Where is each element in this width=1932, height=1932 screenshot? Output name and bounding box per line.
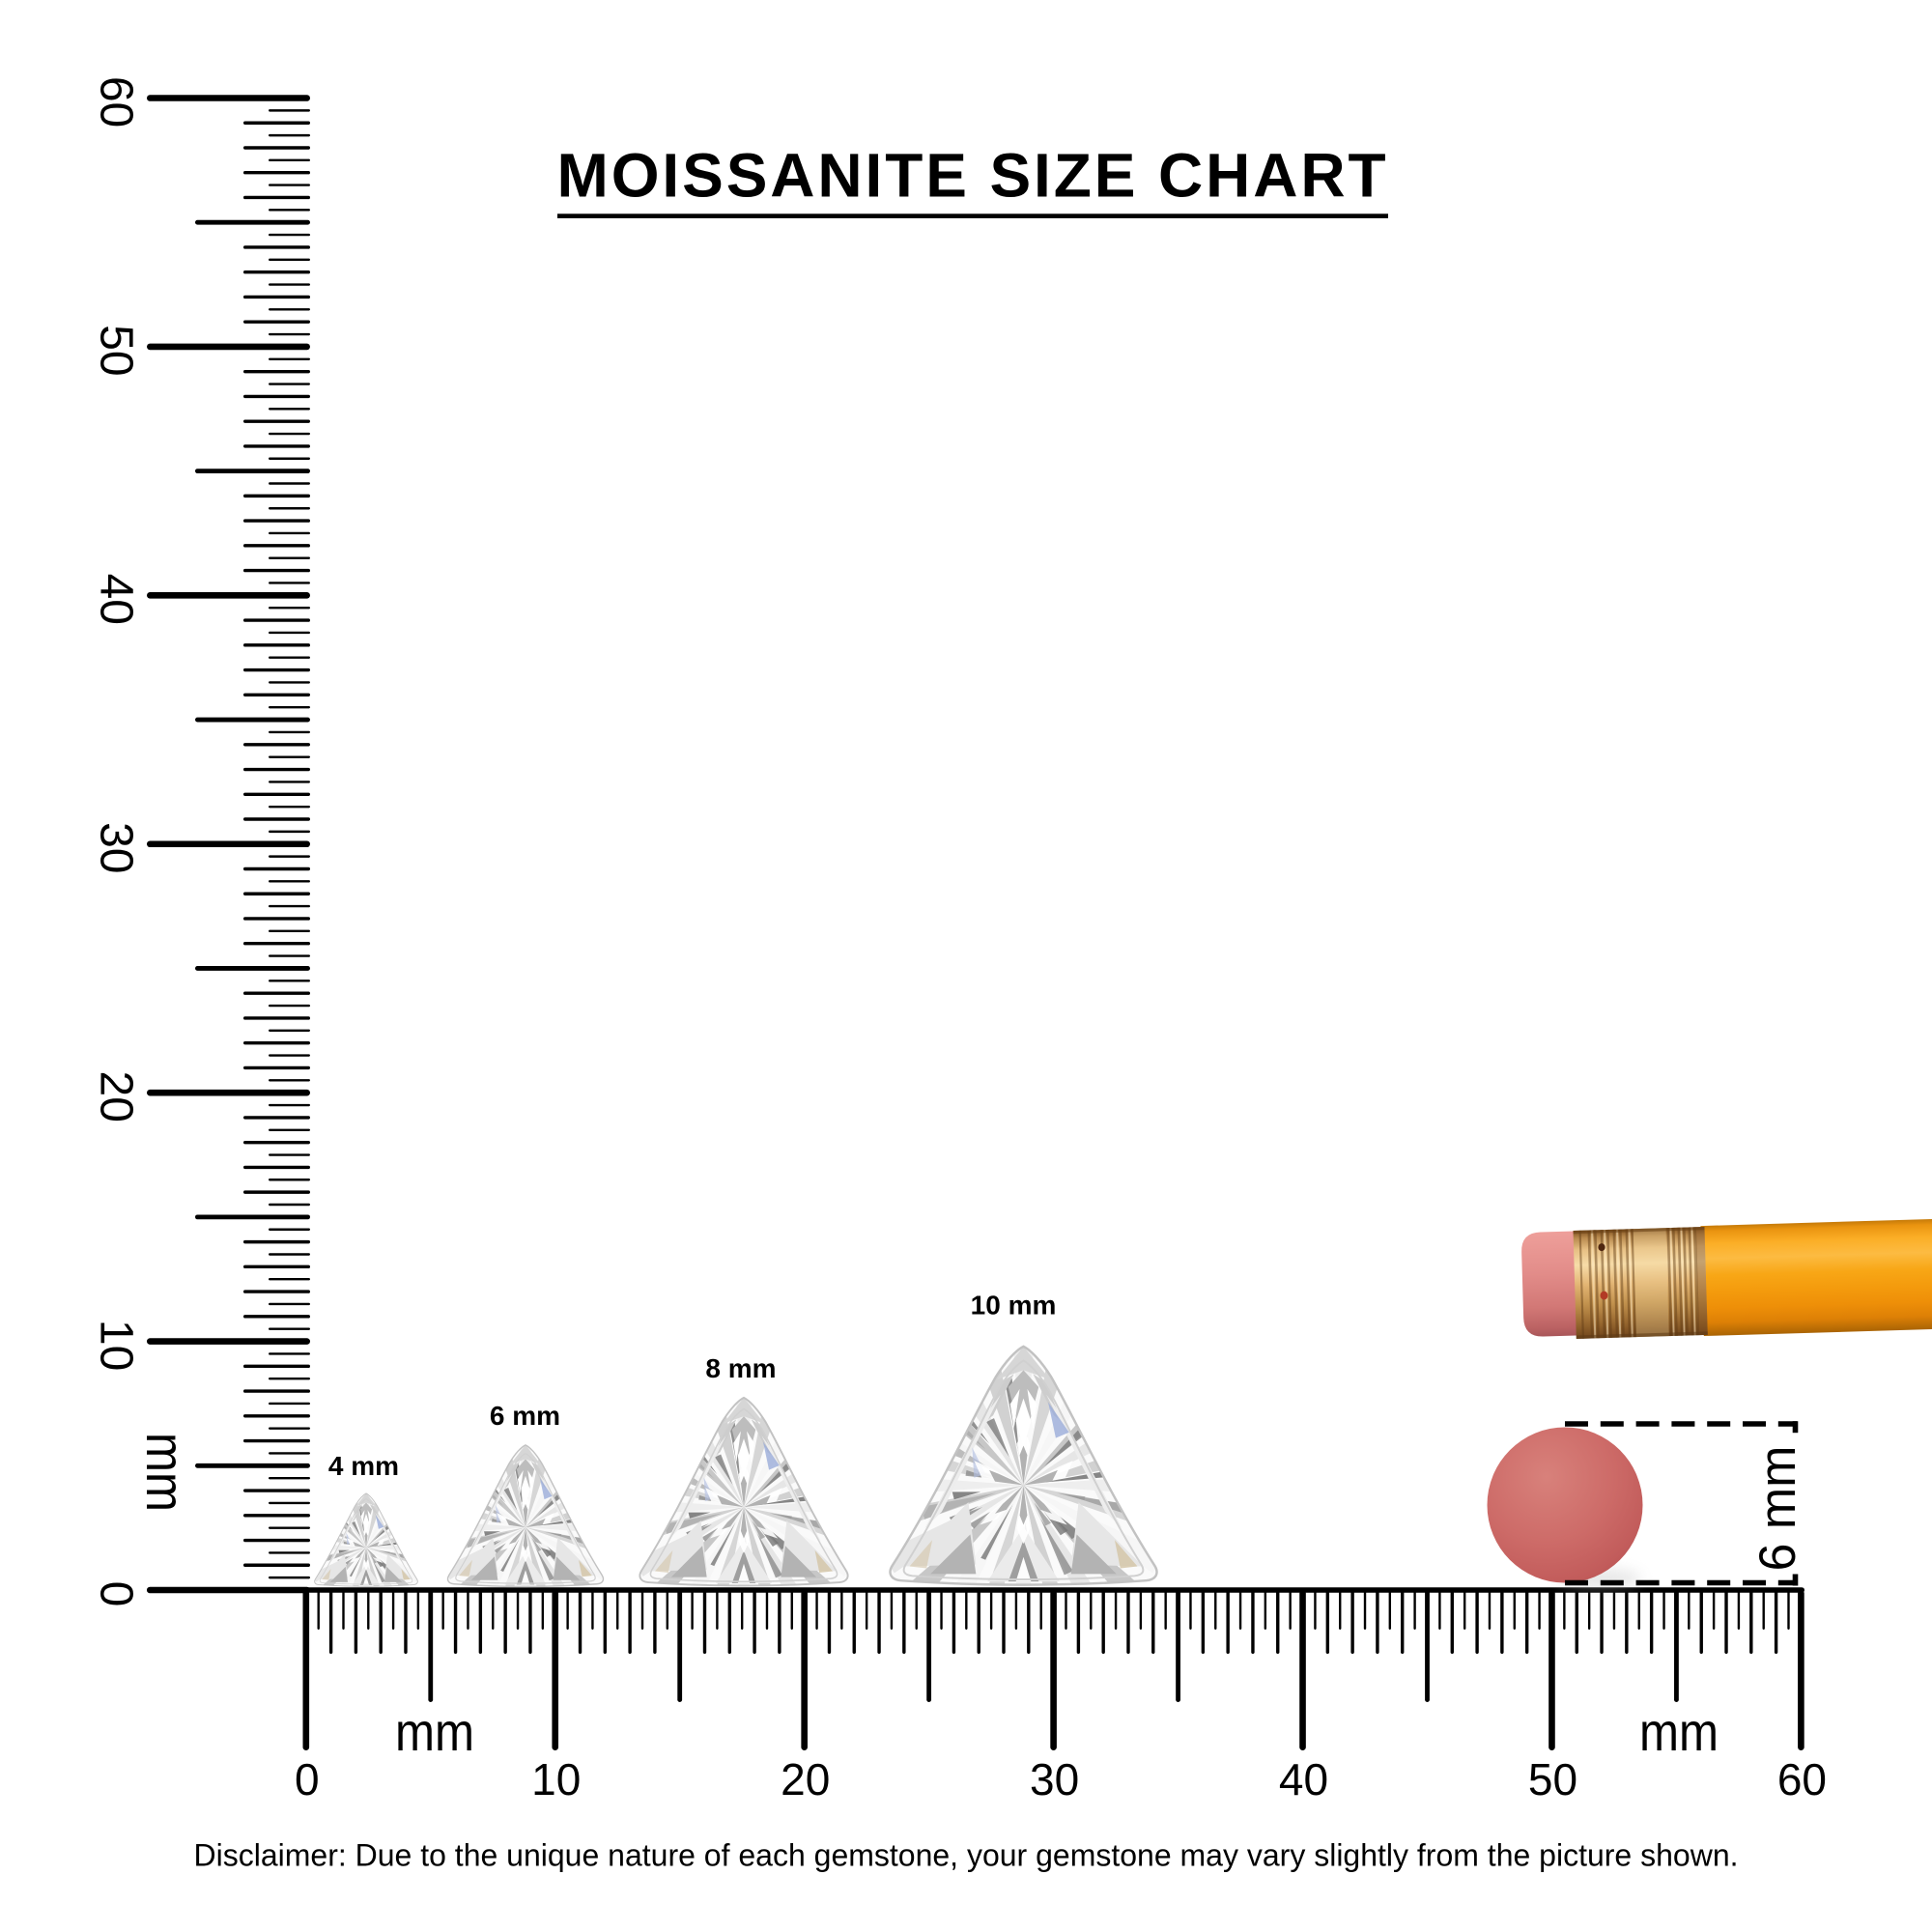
svg-text:50: 50 — [91, 325, 142, 376]
svg-text:50: 50 — [1528, 1754, 1577, 1804]
svg-text:20: 20 — [91, 1071, 142, 1122]
svg-text:10: 10 — [91, 1320, 142, 1371]
svg-text:mm: mm — [1639, 1701, 1719, 1762]
svg-text:40: 40 — [1279, 1754, 1328, 1804]
svg-text:30: 30 — [1030, 1754, 1079, 1804]
svg-text:10: 10 — [531, 1754, 581, 1804]
svg-text:mm: mm — [135, 1433, 196, 1512]
svg-text:8 mm: 8 mm — [705, 1353, 776, 1383]
svg-text:mm: mm — [395, 1701, 474, 1762]
svg-text:6 mm: 6 mm — [490, 1401, 560, 1431]
svg-text:Disclaimer: Due to the unique: Disclaimer: Due to the unique nature of … — [194, 1838, 1739, 1873]
svg-text:20: 20 — [781, 1754, 830, 1804]
svg-text:4 mm: 4 mm — [328, 1451, 399, 1481]
svg-text:0: 0 — [295, 1754, 320, 1804]
svg-text:30: 30 — [91, 822, 142, 873]
svg-text:60: 60 — [91, 76, 142, 128]
svg-text:10 mm: 10 mm — [971, 1291, 1057, 1321]
svg-text:6 mm: 6 mm — [1749, 1446, 1806, 1572]
svg-text:60: 60 — [1777, 1754, 1827, 1804]
svg-text:MOISSANITE SIZE CHART: MOISSANITE SIZE CHART — [557, 141, 1389, 211]
svg-text:0: 0 — [91, 1581, 142, 1607]
svg-text:40: 40 — [91, 574, 142, 625]
